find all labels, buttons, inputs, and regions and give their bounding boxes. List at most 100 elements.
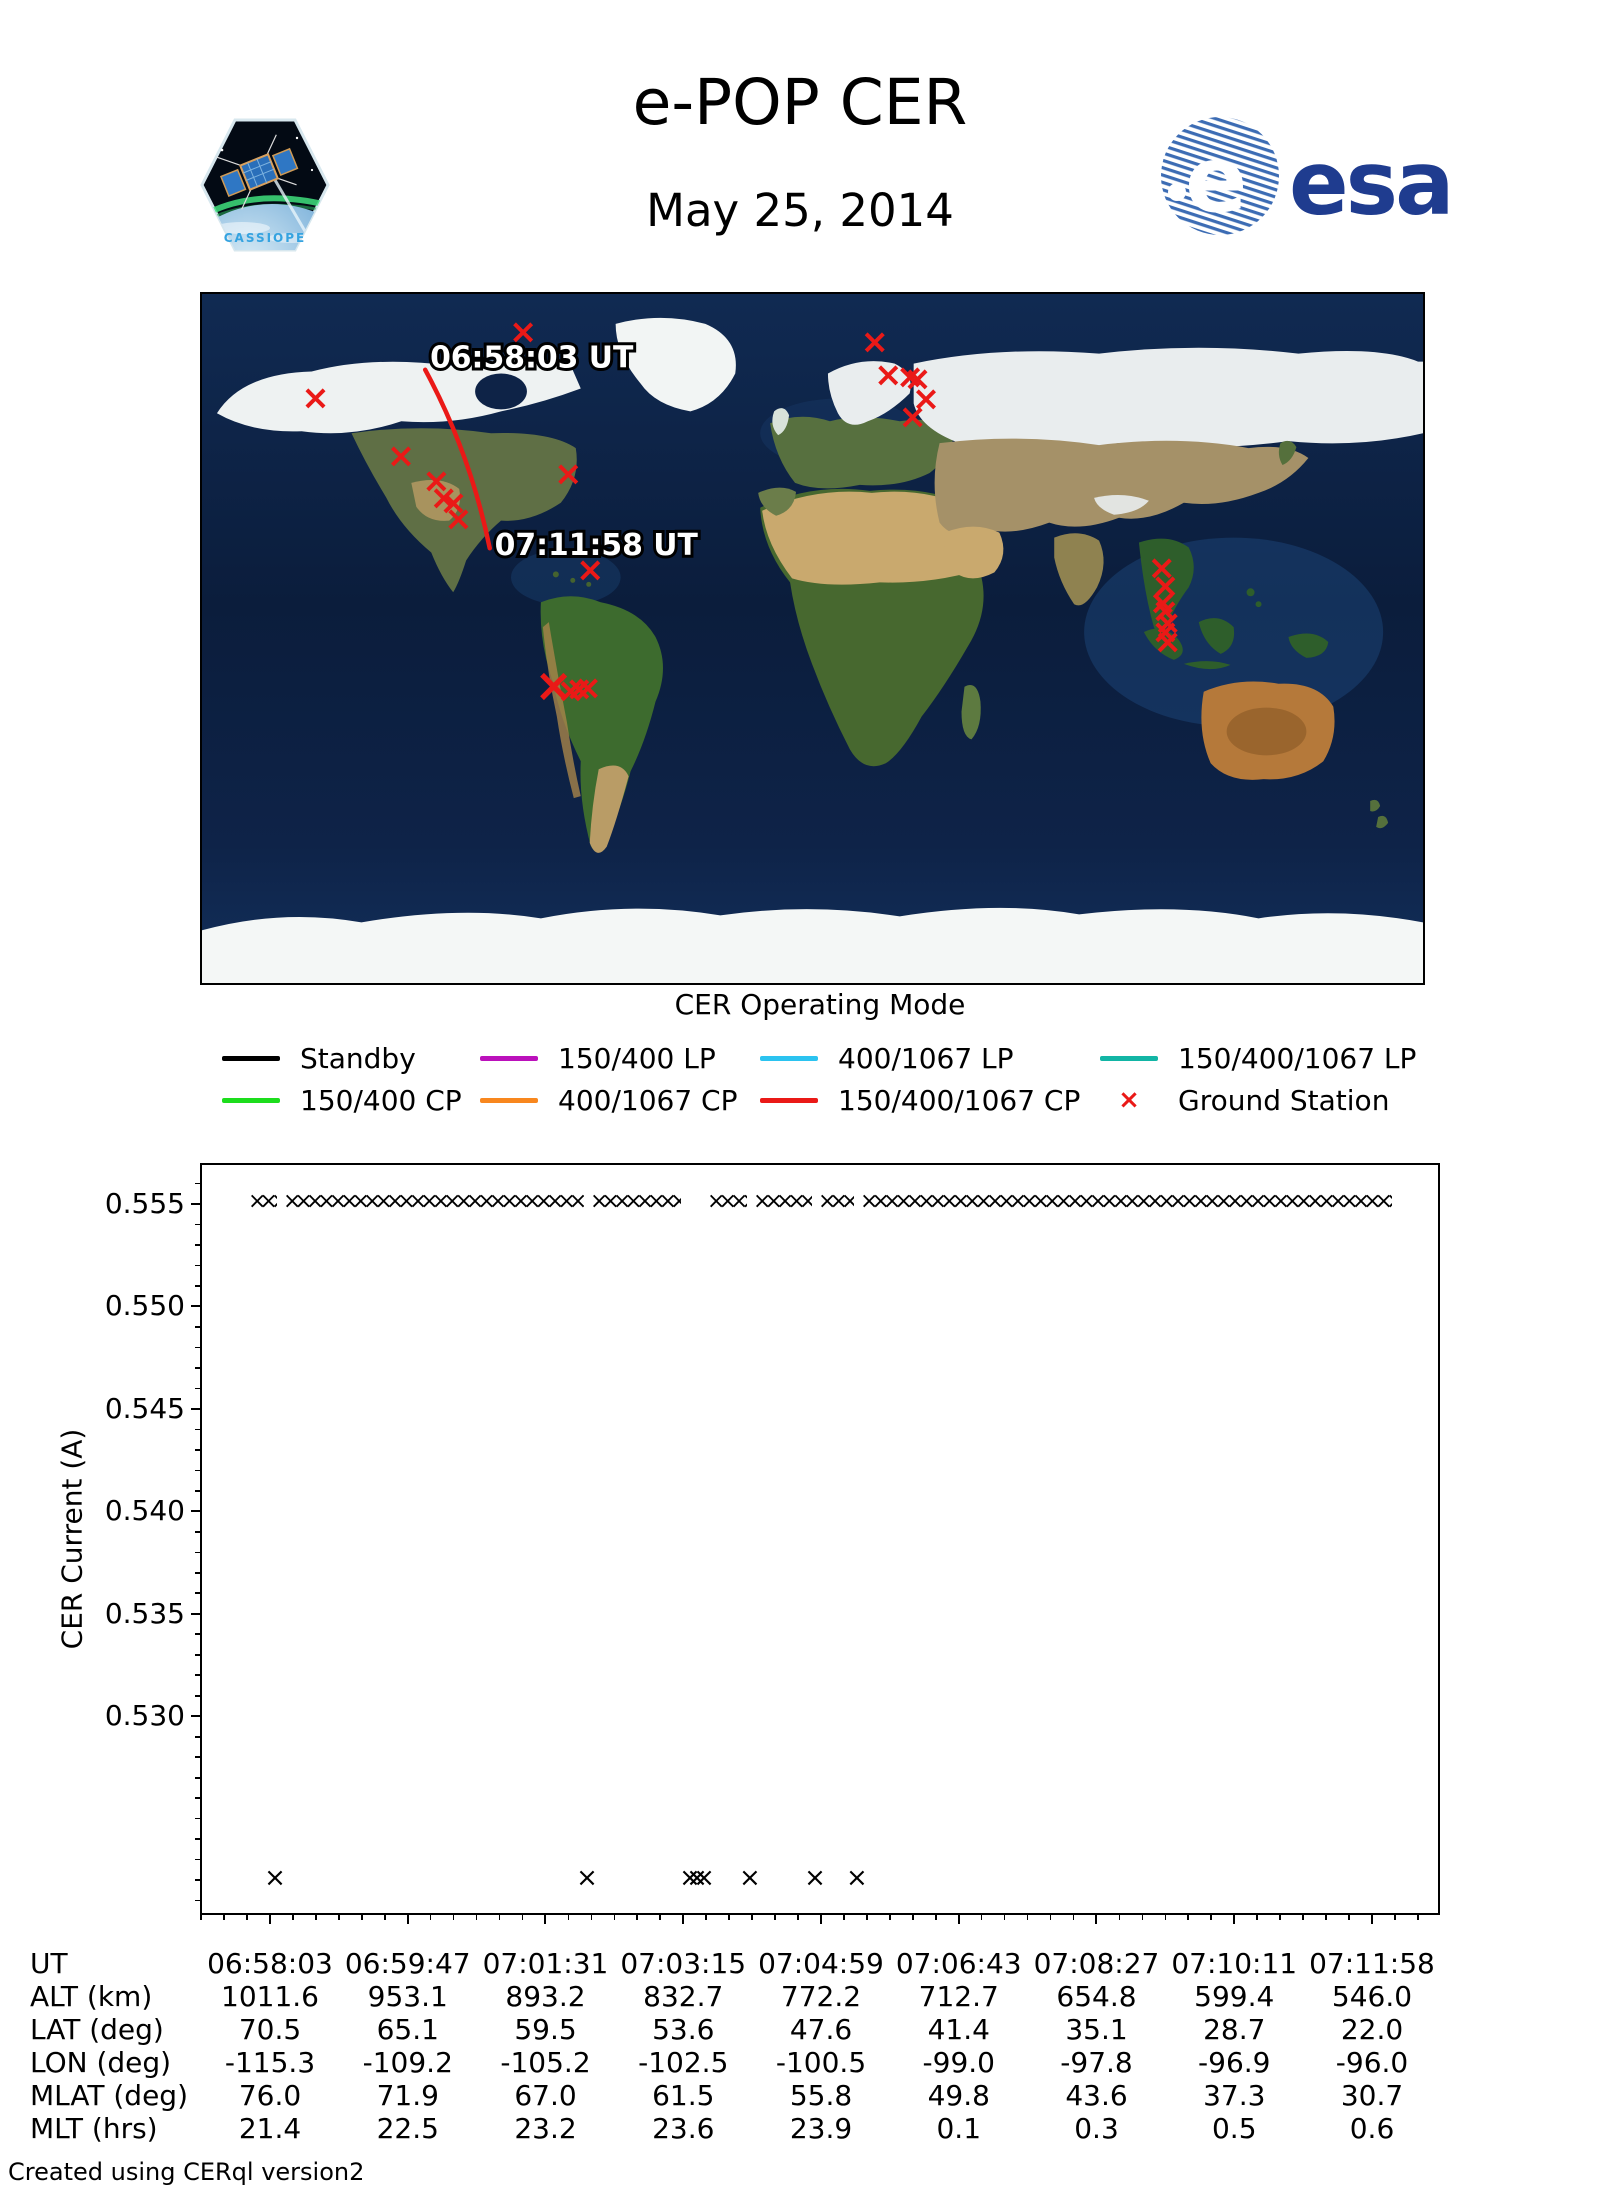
legend-line-sample	[222, 1097, 280, 1103]
table-cell: -96.0	[1335, 2046, 1409, 2079]
x-minor-tick	[498, 1915, 501, 1920]
esa-globe-e: e	[1185, 126, 1247, 233]
x-minor-tick	[751, 1915, 753, 1920]
y-minor-tick	[195, 1469, 200, 1472]
y-minor-tick	[195, 1223, 200, 1226]
table-cell: -109.2	[362, 2046, 453, 2079]
x-minor-tick	[223, 1915, 225, 1920]
y-minor-tick	[195, 1346, 200, 1349]
table-cell: 07:11:58	[1309, 1947, 1435, 1980]
y-major-tick	[191, 1715, 200, 1718]
legend-entry-label: Ground Station	[1178, 1084, 1390, 1117]
table-cell: 22.0	[1340, 2013, 1404, 2046]
footer-credit: Created using CERql version2	[8, 2158, 365, 2186]
legend-line-sample	[480, 1055, 538, 1061]
table-row-label: MLAT (deg)	[30, 2079, 189, 2112]
table-cell: 37.3	[1203, 2079, 1266, 2112]
y-minor-tick	[195, 1756, 200, 1759]
y-minor-tick	[195, 1694, 200, 1697]
scatter-band-segment: ×××××××	[818, 1188, 854, 1214]
y-minor-tick	[195, 1592, 200, 1595]
x-minor-tick	[705, 1915, 707, 1920]
scatter-band-segment: ××××××××	[707, 1188, 747, 1214]
y-minor-tick	[195, 1858, 200, 1861]
continents-graphic	[202, 317, 1423, 983]
x-minor-tick	[590, 1915, 593, 1920]
x-minor-tick	[636, 1915, 639, 1920]
y-tick-label: 0.550	[104, 1289, 185, 1323]
x-minor-tick	[360, 1915, 363, 1920]
table-cell: -99.0	[922, 2046, 995, 2079]
y-minor-tick	[195, 1531, 200, 1533]
patch-satellite	[216, 134, 299, 210]
table-cell: 70.5	[238, 2013, 302, 2046]
legend-line-sample	[760, 1097, 818, 1103]
x-major-tick	[268, 1915, 271, 1924]
esa-logo: e esa	[1161, 117, 1454, 235]
x-minor-tick	[475, 1915, 478, 1920]
x-minor-tick	[911, 1915, 914, 1920]
x-minor-tick	[774, 1915, 776, 1920]
x-major-tick	[1095, 1915, 1098, 1924]
table-cell: -96.9	[1198, 2046, 1271, 2079]
y-minor-tick	[195, 1551, 200, 1554]
page-title: e-POP CER	[632, 66, 968, 139]
y-minor-tick	[195, 1387, 200, 1390]
table-cell: 0.5	[1211, 2112, 1257, 2145]
y-minor-tick	[195, 1776, 200, 1779]
legend-entry-label: 150/400/1067 CP	[838, 1084, 1081, 1117]
y-minor-tick	[195, 1285, 200, 1287]
table-row-label: LAT (deg)	[30, 2013, 164, 2046]
map-end-time-label: 07:11:58 UT	[495, 528, 699, 563]
table-cell: 893.2	[505, 1980, 586, 2013]
y-minor-tick	[195, 1838, 200, 1840]
x-minor-tick	[1210, 1915, 1213, 1920]
table-row-label: UT	[30, 1947, 68, 1980]
table-cell: 59.5	[514, 2013, 577, 2046]
y-major-tick	[191, 1510, 200, 1513]
table-cell: 772.2	[780, 1980, 862, 2013]
table-row-label: LON (deg)	[30, 2046, 172, 2079]
x-major-tick	[1233, 1915, 1236, 1924]
x-minor-tick	[315, 1915, 317, 1920]
table-cell: 23.9	[789, 2112, 853, 2145]
x-minor-tick	[797, 1915, 799, 1920]
y-major-tick	[191, 1612, 200, 1615]
table-cell: 30.7	[1340, 2079, 1404, 2112]
table-cell: 0.3	[1074, 2112, 1119, 2145]
y-major-tick	[191, 1202, 200, 1205]
y-minor-tick	[195, 1674, 200, 1677]
y-minor-tick	[195, 1797, 200, 1799]
x-minor-tick	[934, 1915, 937, 1920]
table-cell: 43.6	[1065, 2079, 1128, 2112]
x-major-tick	[1370, 1915, 1373, 1924]
map-start-time-label: 06:58:03 UT	[430, 341, 634, 376]
satellite-track-line	[422, 367, 492, 551]
legend-entry-label: Standby	[300, 1042, 416, 1075]
table-cell: 65.1	[376, 2013, 439, 2046]
x-minor-tick	[866, 1915, 868, 1920]
x-minor-tick	[452, 1915, 455, 1920]
y-minor-tick	[195, 1367, 200, 1369]
x-minor-tick	[1302, 1915, 1304, 1920]
x-minor-tick	[1118, 1915, 1121, 1920]
x-major-tick	[406, 1915, 409, 1924]
table-cell: 71.9	[376, 2079, 439, 2112]
y-minor-tick	[195, 1182, 200, 1185]
table-cell: 546.0	[1331, 1980, 1413, 2013]
table-cell: 953.1	[367, 1980, 448, 2013]
patch-label: CASSIOPE	[224, 231, 307, 245]
scatter-band-segment: ×××××××××××	[753, 1188, 812, 1214]
legend-line-sample	[222, 1055, 280, 1061]
x-minor-tick	[1141, 1915, 1144, 1920]
table-cell: 07:06:43	[895, 1947, 1022, 1980]
table-cell: 22.5	[376, 2112, 439, 2145]
scatter-band-segment: ××××××××××××××××	[589, 1188, 681, 1214]
y-minor-tick	[195, 1879, 200, 1881]
legend-title: CER Operating Mode	[674, 988, 966, 1021]
x-major-tick	[819, 1915, 822, 1924]
table-row-label: ALT (km)	[30, 1980, 153, 2013]
table-cell: 49.8	[927, 2079, 990, 2112]
x-minor-tick	[429, 1915, 432, 1920]
